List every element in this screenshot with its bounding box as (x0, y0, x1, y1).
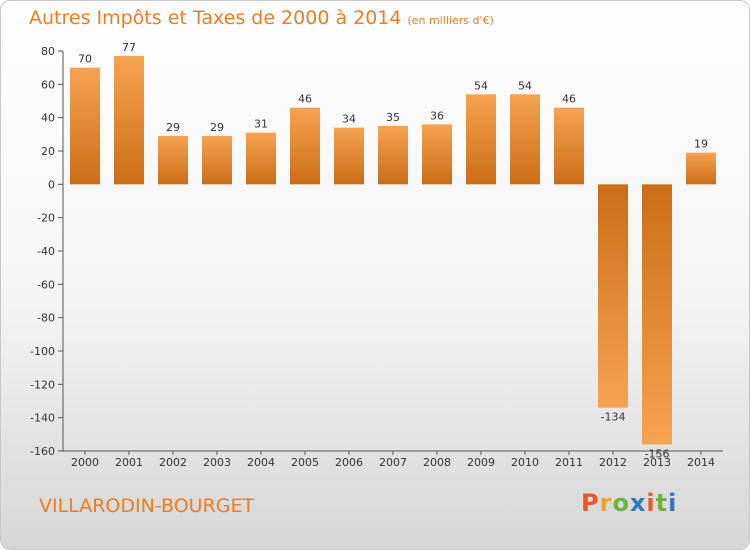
data-label: 31 (254, 118, 268, 131)
y-tick-label: 0 (48, 178, 55, 191)
y-tick-label: 20 (41, 145, 55, 158)
data-label: 46 (562, 93, 576, 106)
data-label: 29 (166, 121, 180, 134)
commune-name: VILLARODIN-BOURGET (39, 495, 255, 517)
x-tick-label: 2002 (159, 456, 187, 469)
data-label: 54 (518, 79, 532, 92)
x-tick-label: 2008 (423, 456, 451, 469)
bar-2009 (466, 94, 496, 185)
x-tick-label: 2014 (687, 456, 715, 469)
logo-letter: i (668, 489, 678, 517)
data-label: -134 (601, 411, 626, 424)
x-tick-label: 2000 (71, 456, 99, 469)
y-tick-label: -20 (37, 212, 55, 225)
data-label: 29 (210, 121, 224, 134)
logo-letter: P (581, 489, 600, 517)
bar-2007 (378, 126, 408, 185)
bar-2000 (70, 67, 100, 185)
proxiti-logo[interactable]: Proxiti (581, 489, 677, 517)
y-tick-label: -120 (30, 378, 55, 391)
bars (70, 56, 716, 445)
bar-2005 (290, 107, 320, 185)
y-tick-label: 40 (41, 112, 55, 125)
x-tick-label: 2010 (511, 456, 539, 469)
data-label: 70 (78, 53, 92, 66)
chart-title: Autres Impôts et Taxes de 2000 à 2014 (en… (29, 7, 494, 29)
x-tick-label: 2012 (599, 456, 627, 469)
data-label: 34 (342, 113, 356, 126)
bar-2001 (114, 56, 144, 185)
logo-letter: o (612, 489, 630, 517)
x-tick-label: 2005 (291, 456, 319, 469)
y-tick-label: 80 (41, 45, 55, 58)
data-label: 54 (474, 79, 488, 92)
logo-letter: t (655, 489, 669, 517)
chart-title-text: Autres Impôts et Taxes de 2000 à 2014 (29, 7, 402, 29)
x-tick-label: 2009 (467, 456, 495, 469)
data-label: 36 (430, 109, 444, 122)
bar-2004 (246, 132, 276, 185)
x-tick-label: 2011 (555, 456, 583, 469)
y-tick-label: -40 (37, 245, 55, 258)
bar-2013 (642, 184, 672, 445)
bar-2010 (510, 94, 540, 185)
logo-letter: x (629, 489, 647, 517)
data-label: 77 (122, 41, 136, 54)
data-label: 35 (386, 111, 400, 124)
y-tick-label: -100 (30, 345, 55, 358)
y-tick-label: -160 (30, 445, 55, 458)
logo-letter: i (646, 489, 656, 517)
x-tick-label: 2003 (203, 456, 231, 469)
chart-subtitle: (en milliers d'€) (407, 14, 494, 27)
x-tick-label: 2001 (115, 456, 143, 469)
x-tick-label: 2013 (643, 456, 671, 469)
data-label: -156 (645, 447, 670, 460)
logo-letter: r (599, 489, 613, 517)
y-tick-label: -140 (30, 412, 55, 425)
data-labels: 70 77 29 29 31 46 34 35 36 54 54 46 -134 -156 19 (78, 41, 708, 460)
data-label: 46 (298, 93, 312, 106)
y-tick-label: -60 (37, 278, 55, 291)
bar-2003 (202, 136, 232, 185)
data-label: 19 (694, 138, 708, 151)
bar-2006 (334, 127, 364, 185)
bar-2011 (554, 107, 584, 185)
bar-2012 (598, 184, 628, 408)
bar-2008 (422, 124, 452, 185)
x-tick-label: 2007 (379, 456, 407, 469)
x-tick-label: 2004 (247, 456, 275, 469)
bar-2014 (686, 152, 716, 185)
bar-2002 (158, 136, 188, 185)
y-tick-label: 60 (41, 78, 55, 91)
axes: 80 60 40 20 0 -20 -40 -60 -80 -100 -120 -140 -160 200… (30, 45, 723, 469)
x-tick-label: 2006 (335, 456, 363, 469)
y-tick-label: -80 (37, 312, 55, 325)
